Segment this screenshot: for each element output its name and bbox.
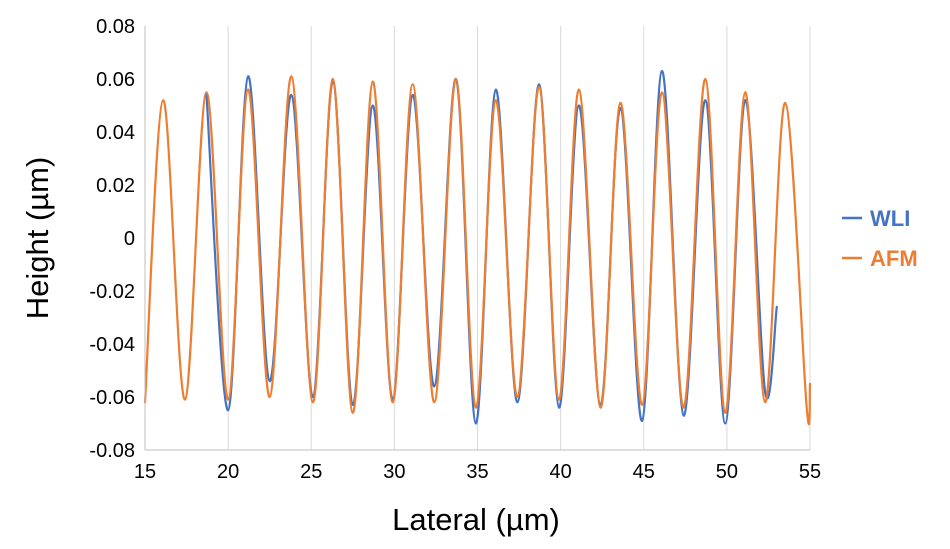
vertical-gridlines (227, 26, 811, 450)
x-tick-label: 40 (550, 461, 572, 483)
y-tick-label: -0.02 (89, 281, 135, 303)
x-tick-label: 15 (134, 461, 156, 483)
y-tick-label: -0.04 (89, 334, 135, 356)
x-tick-label: 55 (799, 461, 821, 483)
legend-label-wli: WLI (870, 206, 910, 231)
y-tick-label: 0.06 (96, 69, 135, 91)
series-line-afm (143, 75, 812, 426)
y-tick-label: 0.08 (96, 16, 135, 38)
y-tick-label: 0.02 (96, 175, 135, 197)
x-tick-label: 30 (383, 461, 405, 483)
x-tick-label: 20 (217, 461, 239, 483)
chart-series (143, 69, 812, 426)
y-tick-label: 0.04 (96, 122, 135, 144)
y-tick-label: -0.06 (89, 387, 135, 409)
x-axis-title: Lateral (µm) (392, 502, 560, 537)
y-axis-title: Height (µm) (20, 157, 55, 320)
chart-axes (144, 26, 810, 451)
x-tick-labels: 15 20 25 30 35 40 45 50 55 (134, 461, 821, 483)
y-tick-label: 0 (124, 228, 135, 250)
y-tick-label: -0.08 (89, 440, 135, 462)
y-tick-labels: 0.08 0.06 0.04 0.02 0 -0.02 -0.04 -0.06 -0.08 (89, 16, 135, 462)
chart-legend: WLI AFM (842, 206, 918, 271)
x-tick-label: 25 (300, 461, 322, 483)
x-tick-label: 50 (716, 461, 738, 483)
x-tick-label: 45 (633, 461, 655, 483)
legend-label-afm: AFM (870, 246, 918, 271)
x-tick-label: 35 (466, 461, 488, 483)
